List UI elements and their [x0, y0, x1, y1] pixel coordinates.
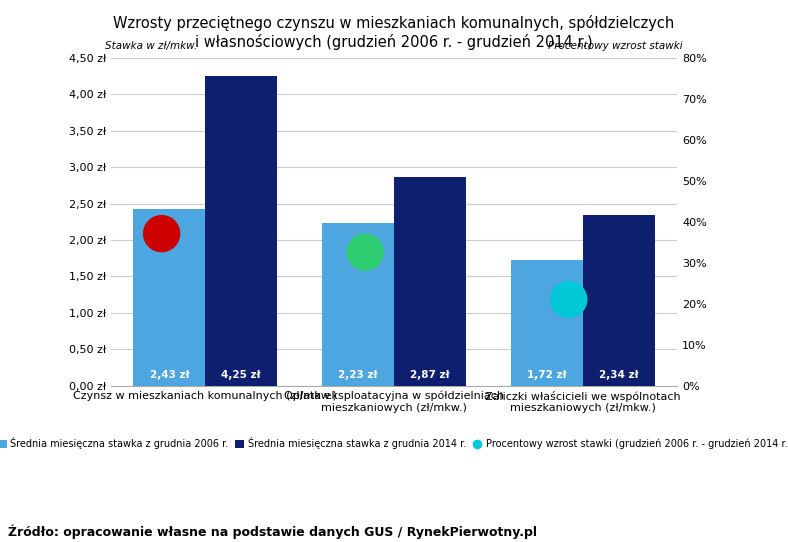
Bar — [322, 223, 394, 386]
Text: 2,23 zł: 2,23 zł — [338, 370, 377, 380]
Text: 2,34 zł: 2,34 zł — [599, 370, 638, 380]
Bar — [583, 215, 655, 386]
Text: Stawka w zł/mkw.: Stawka w zł/mkw. — [105, 41, 197, 51]
Text: 2,87 zł: 2,87 zł — [410, 370, 450, 380]
Text: Procentowy wzrost stawki: Procentowy wzrost stawki — [548, 41, 683, 51]
Title: Wzrosty przeciętnego czynszu w mieszkaniach komunalnych, spółdzielczych
i własno: Wzrosty przeciętnego czynszu w mieszkani… — [113, 15, 675, 50]
Text: 36%: 36% — [554, 293, 584, 306]
Text: 1,72 zł: 1,72 zł — [527, 370, 567, 380]
Bar — [205, 76, 277, 386]
Bar — [394, 177, 466, 386]
Text: 2,43 zł: 2,43 zł — [150, 370, 189, 380]
Bar — [511, 260, 583, 386]
Legend: Średnia miesięczna stawka z grudnia 2006 r., Średnia miesięczna stawka z grudnia: Średnia miesięczna stawka z grudnia 2006… — [0, 434, 788, 453]
Text: Źródło: opracowanie własne na podstawie danych GUS / RynekPierwotny.pl: Źródło: opracowanie własne na podstawie … — [8, 525, 537, 539]
Bar — [133, 209, 205, 386]
Text: 29%: 29% — [350, 246, 380, 259]
Text: 4,25 zł: 4,25 zł — [221, 370, 261, 380]
Text: 75%: 75% — [147, 227, 177, 240]
